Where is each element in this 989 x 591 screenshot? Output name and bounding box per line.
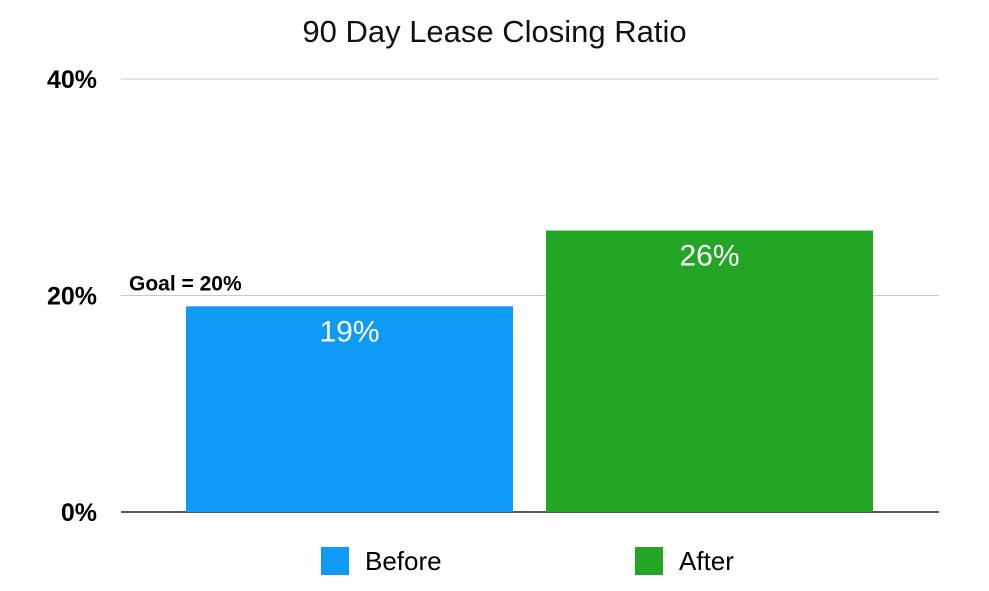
y-tick-label: 40% [47,66,97,94]
bar-after [546,230,873,513]
y-tick-label: 0% [61,499,97,527]
bar-before [186,306,513,512]
goal-annotation: Goal = 20% [129,273,242,296]
legend-label: Before [365,546,442,576]
y-tick-label: 20% [47,283,97,311]
bar-data-label: 26% [679,240,739,273]
legend-swatch [321,547,349,575]
chart-title: 90 Day Lease Closing Ratio [302,14,687,49]
bar-data-label: 19% [319,315,379,348]
legend-label: After [679,546,734,576]
legend-swatch [635,547,663,575]
